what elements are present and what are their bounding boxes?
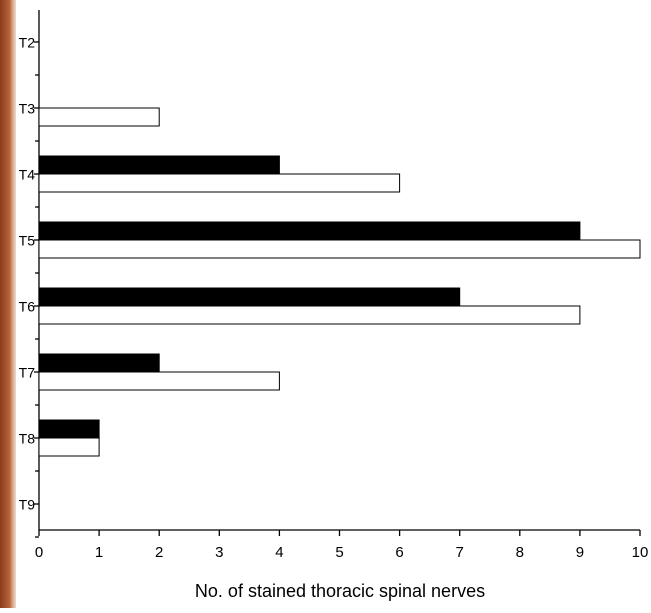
bar: [38, 239, 641, 259]
x-tick-label: 3: [215, 544, 223, 561]
y-tick-label: T6: [19, 299, 36, 315]
bar: [38, 287, 461, 307]
x-tick-label: 1: [95, 544, 103, 561]
x-tick-label: 9: [576, 544, 584, 561]
x-tick-label: 0: [35, 544, 43, 561]
x-tick-label: 10: [632, 544, 649, 561]
bar: [38, 371, 280, 391]
bar: [38, 305, 581, 325]
y-tick-label: T7: [19, 365, 36, 381]
bar: [38, 221, 581, 241]
bar: [38, 155, 280, 175]
bar: [38, 353, 160, 373]
y-tick-label: T8: [19, 431, 36, 447]
x-tick-label: 5: [335, 544, 343, 561]
background-strip: [0, 0, 16, 608]
bar: [38, 437, 100, 457]
x-tick-label: 7: [456, 544, 464, 561]
y-tick-label: T4: [19, 167, 36, 183]
y-tick-label: T2: [19, 35, 36, 51]
x-tick-label: 4: [275, 544, 283, 561]
y-tick-label: T9: [19, 497, 36, 513]
x-tick-label: 6: [395, 544, 403, 561]
bar: [38, 419, 100, 439]
x-tick-label: 2: [155, 544, 163, 561]
y-tick-label: T3: [19, 101, 36, 117]
bar: [38, 107, 160, 127]
x-axis-label: No. of stained thoracic spinal nerves: [195, 581, 485, 601]
y-tick-label: T5: [19, 233, 36, 249]
x-tick-label: 8: [516, 544, 524, 561]
bar: [38, 173, 401, 193]
